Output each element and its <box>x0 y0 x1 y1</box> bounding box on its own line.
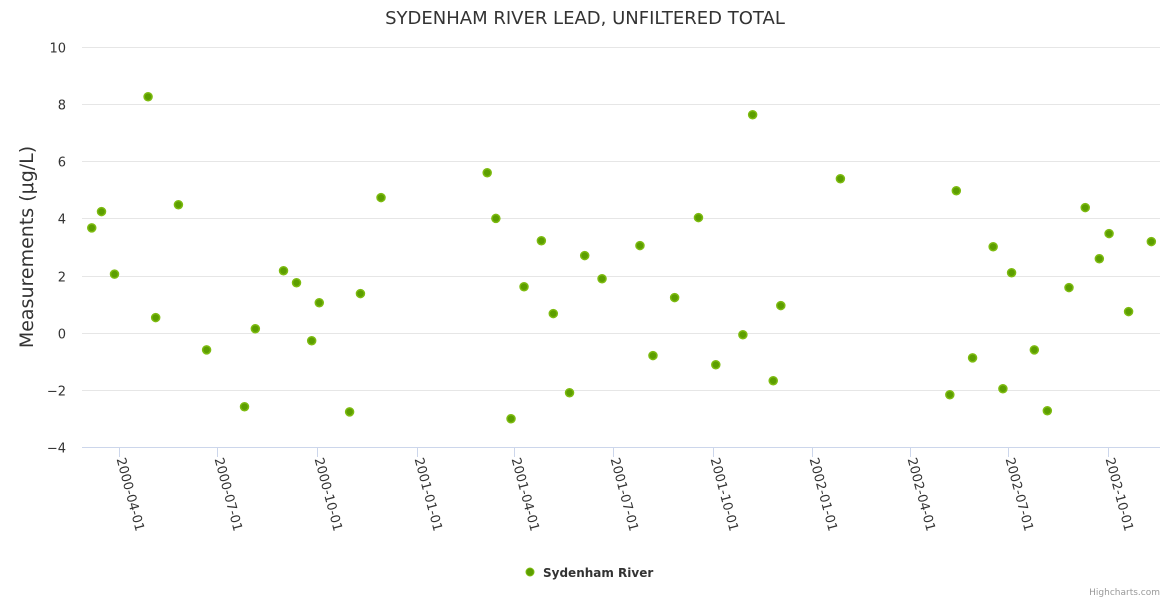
data-point[interactable] <box>109 269 120 279</box>
data-point[interactable] <box>635 240 645 251</box>
data-point[interactable] <box>1094 253 1105 264</box>
data-point[interactable] <box>1006 267 1017 278</box>
x-tick-label: 2002-04-01 <box>904 456 938 533</box>
legend-item-sydenham-river[interactable]: Sydenham River <box>525 566 653 580</box>
data-point[interactable] <box>548 308 559 319</box>
x-tick-label: 2002-07-01 <box>1002 456 1036 533</box>
data-point[interactable] <box>1104 228 1114 239</box>
x-tick-label: 2001-07-01 <box>607 456 641 533</box>
data-point[interactable] <box>173 199 184 210</box>
data-point[interactable] <box>314 297 325 308</box>
x-tick-label: 2002-10-01 <box>1102 456 1136 533</box>
y-axis-ticks: 10 8 6 4 2 0 −4 −2 <box>47 42 66 457</box>
grid-lines <box>82 47 1160 391</box>
data-point[interactable] <box>747 109 758 120</box>
data-point[interactable] <box>1064 282 1074 293</box>
data-point[interactable] <box>150 312 161 323</box>
data-point[interactable] <box>291 277 302 288</box>
data-point[interactable] <box>579 250 590 261</box>
data-point[interactable] <box>239 401 250 412</box>
legend-label[interactable]: Sydenham River <box>543 566 653 580</box>
data-point[interactable] <box>597 273 607 284</box>
data-point[interactable] <box>988 241 998 252</box>
data-point[interactable] <box>1146 236 1157 247</box>
data-point[interactable] <box>278 265 289 276</box>
data-point[interactable] <box>1123 306 1134 317</box>
x-tick-label: 2000-10-01 <box>311 456 345 533</box>
x-tick-label: 2000-04-01 <box>113 456 147 533</box>
data-point[interactable] <box>693 212 704 223</box>
data-point[interactable] <box>482 167 492 178</box>
legend-marker-icon <box>525 567 535 577</box>
y-tick-label: 2 <box>58 271 66 286</box>
data-point[interactable] <box>376 192 386 203</box>
data-point[interactable] <box>967 353 978 363</box>
y-tick-label: 4 <box>58 213 66 228</box>
data-point[interactable] <box>143 91 153 102</box>
data-point[interactable] <box>519 281 529 292</box>
data-point[interactable] <box>835 173 846 184</box>
y-tick-label: −2 <box>47 385 66 400</box>
data-point[interactable] <box>945 389 955 400</box>
data-point[interactable] <box>1042 405 1053 416</box>
data-point[interactable] <box>536 235 547 246</box>
series-sydenham-river[interactable] <box>87 91 1157 424</box>
data-point[interactable] <box>506 413 516 424</box>
x-tick-label: 2002-01-01 <box>806 456 840 533</box>
legend[interactable]: Sydenham River <box>525 566 653 580</box>
y-axis-label: Measurements (μg/L) <box>16 146 38 348</box>
x-axis-ticks: 2000-04-01 2000-07-01 2000-10-01 2001-01-01… <box>113 447 1136 533</box>
y-tick-label: 10 <box>49 42 66 57</box>
y-tick-label: −4 <box>47 442 66 457</box>
data-point[interactable] <box>344 407 355 417</box>
data-point[interactable] <box>998 383 1008 394</box>
data-point[interactable] <box>711 359 721 370</box>
x-tick-label: 2001-10-01 <box>707 456 741 533</box>
data-point[interactable] <box>201 345 212 355</box>
y-tick-label: 0 <box>58 328 66 343</box>
credits-link[interactable]: Highcharts.com <box>1089 588 1160 598</box>
data-point[interactable] <box>768 375 778 386</box>
y-tick-label: 6 <box>58 156 66 171</box>
data-point[interactable] <box>648 350 658 361</box>
data-point[interactable] <box>87 223 97 233</box>
data-point[interactable] <box>669 292 680 303</box>
data-point[interactable] <box>776 300 786 311</box>
data-point[interactable] <box>250 323 261 334</box>
data-point[interactable] <box>491 213 501 224</box>
data-point[interactable] <box>306 335 317 346</box>
data-point[interactable] <box>1080 202 1090 213</box>
data-point[interactable] <box>355 288 366 299</box>
data-point[interactable] <box>951 185 962 196</box>
data-point[interactable] <box>564 387 575 398</box>
data-point[interactable] <box>96 206 107 217</box>
chart-title: SYDENHAM RIVER LEAD, UNFILTERED TOTAL <box>385 8 785 29</box>
x-tick-label: 2001-01-01 <box>411 456 445 533</box>
x-tick-label: 2001-04-01 <box>508 456 542 533</box>
data-point[interactable] <box>1029 345 1040 355</box>
data-point[interactable] <box>738 329 748 340</box>
y-tick-label: 8 <box>58 99 66 114</box>
x-tick-label: 2000-07-01 <box>211 456 245 533</box>
